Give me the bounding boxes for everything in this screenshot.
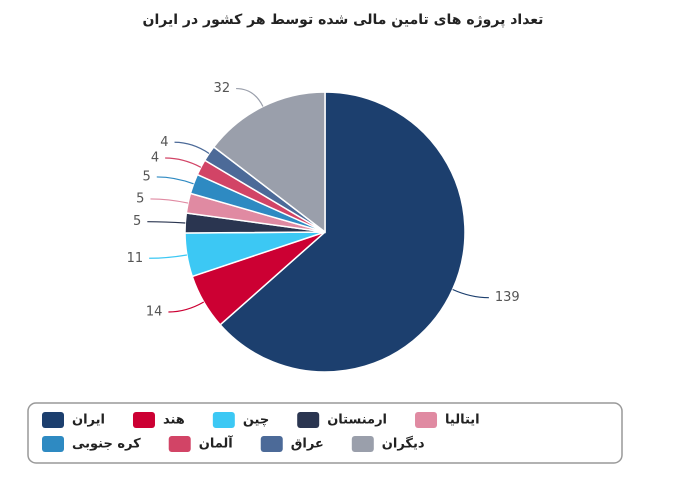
- legend-label: عراق: [291, 437, 324, 452]
- legend-swatch: [260, 436, 283, 452]
- legend-swatch: [132, 412, 155, 428]
- leader-line: [149, 254, 187, 259]
- leader-line: [156, 176, 194, 185]
- legend-item: ایتالیا: [415, 412, 480, 428]
- leader-line: [150, 198, 189, 204]
- legend-label: دیگران: [382, 436, 425, 452]
- legend-swatch: [42, 436, 64, 452]
- legend-swatch: [212, 412, 235, 428]
- legend-item: دیگران: [351, 436, 425, 452]
- legend-swatch: [42, 412, 64, 428]
- legend-box: [27, 402, 623, 464]
- legend-label: چین: [243, 413, 269, 428]
- leader-line: [147, 221, 186, 224]
- data-label: 14: [146, 305, 163, 320]
- pie-slice: [212, 91, 326, 234]
- pie-slice: [219, 91, 466, 373]
- legend-swatch: [168, 436, 191, 452]
- legend-item: چین: [212, 412, 269, 428]
- data-label: 139: [495, 290, 520, 305]
- legend-swatch: [351, 436, 374, 452]
- legend-label: ایتالیا: [445, 413, 480, 428]
- data-label: 5: [133, 214, 141, 229]
- data-label: 11: [127, 251, 144, 266]
- legend-item: آلمان: [168, 435, 234, 452]
- leader-line: [174, 141, 210, 154]
- leader-line: [236, 87, 264, 107]
- legend-item: کره جنوبی: [42, 436, 141, 452]
- legend-item: ارمنستان: [297, 412, 387, 428]
- data-label: 32: [214, 81, 231, 96]
- legend-item: ایران: [42, 412, 105, 428]
- leader-line: [165, 157, 202, 168]
- legend-label: آلمان: [199, 435, 234, 452]
- legend-swatch: [415, 412, 438, 428]
- data-label: 5: [142, 169, 150, 184]
- legend-label: ایران: [72, 413, 105, 428]
- legend-label: کره جنوبی: [72, 437, 141, 452]
- legend-item: هند: [132, 412, 185, 428]
- legend-swatch: [297, 412, 320, 428]
- legend-label: هند: [163, 413, 185, 428]
- leader-line: [168, 301, 205, 313]
- data-label: 5: [136, 191, 144, 206]
- data-label: 4: [160, 135, 168, 150]
- chart-title: تعداد پروژه های تامین مالی شده توسط هر ک…: [143, 12, 544, 28]
- leader-line: [452, 288, 489, 299]
- data-label: 4: [151, 151, 159, 166]
- legend-label: ارمنستان: [327, 413, 387, 428]
- legend-item: عراق: [260, 436, 324, 452]
